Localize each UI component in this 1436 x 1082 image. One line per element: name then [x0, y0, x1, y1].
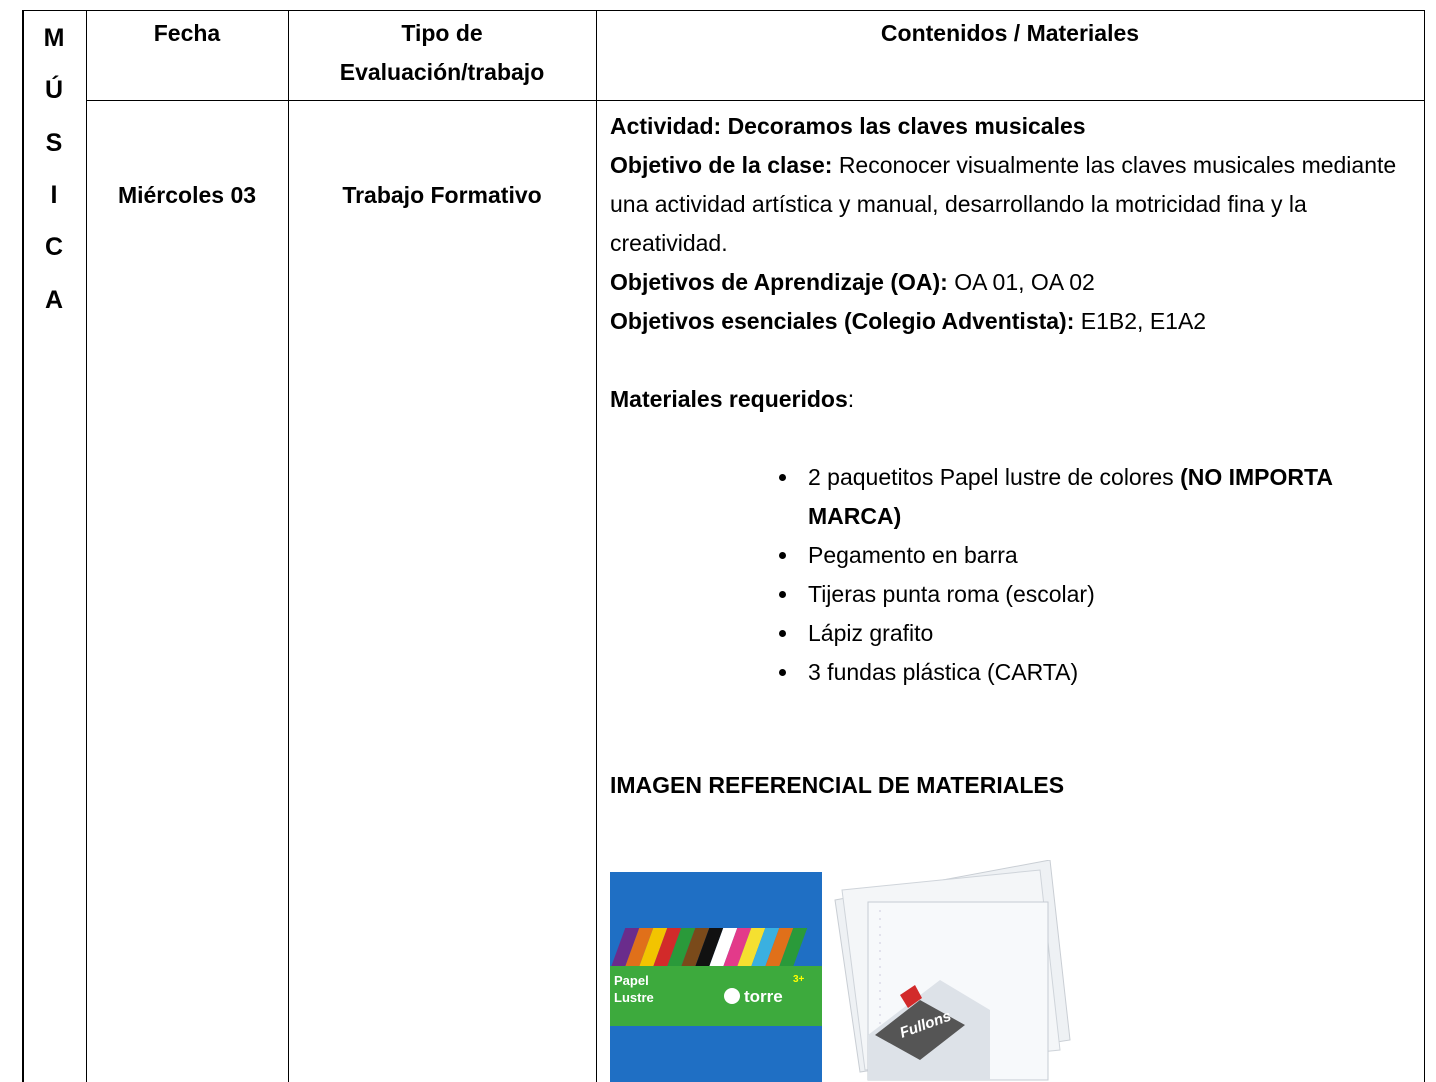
note: (NO IMPORTA MARCA)	[808, 464, 1333, 529]
label: Objetivos esenciales (Colegio Adventista…	[610, 308, 1075, 334]
text: Tijeras punta roma (escolar)	[808, 581, 1095, 607]
header-cell: Contenidos / Materiales	[880, 20, 1140, 46]
label: Objetivo de la clase:	[610, 152, 833, 178]
material: Tijeras punta roma (escolar)	[800, 575, 1410, 614]
text: Pegamento en barra	[808, 542, 1018, 568]
materials-list: 2 paquetitos Papel lustre de colores (NO…	[610, 458, 1410, 692]
header-cell: Fecha	[153, 20, 221, 46]
header-line: Evaluación/trabajo	[339, 59, 545, 85]
label: torre	[744, 987, 783, 1006]
side-letter: I	[50, 181, 58, 209]
material: 2 paquetitos Papel lustre de colores (NO…	[800, 458, 1410, 536]
border	[22, 10, 24, 1082]
date-cell: Miércoles 03	[117, 182, 257, 208]
activity: Actividad: Decoramos las claves musicale…	[610, 113, 1086, 139]
material: Lápiz grafito	[800, 614, 1410, 653]
papel-lustre-image: Papel Lustre 3+ torre	[610, 872, 822, 1082]
fundas-image: Fullons	[834, 860, 1071, 1081]
label: Papel	[614, 973, 649, 988]
label: 3+	[793, 974, 805, 985]
header-cell: Tipo de Evaluación/trabajo	[288, 14, 596, 92]
text: OA 01, OA 02	[954, 269, 1095, 295]
border	[1424, 10, 1425, 1082]
side-letter: C	[44, 233, 64, 261]
label: Objetivos de Aprendizaje (OA):	[610, 269, 948, 295]
text: 2 paquetitos Papel lustre de colores	[808, 464, 1174, 490]
type-cell: Trabajo Formativo	[342, 182, 542, 208]
border	[86, 10, 87, 1082]
text: E1B2, E1A2	[1080, 308, 1207, 334]
content-cell: Actividad: Decoramos las claves musicale…	[610, 107, 1410, 805]
oa: Objetivos de Aprendizaje (OA): OA 01, OA…	[610, 263, 1410, 302]
border	[86, 100, 1425, 101]
material: 3 fundas plástica (CARTA)	[800, 653, 1410, 692]
side-letter: S	[45, 129, 63, 157]
side-letter: M	[43, 24, 65, 52]
text: 3 fundas plástica (CARTA)	[808, 659, 1079, 685]
border	[22, 10, 1425, 11]
objective: Objetivo de la clase: Reconocer visualme…	[610, 146, 1410, 263]
essential: Objetivos esenciales (Colegio Adventista…	[610, 302, 1410, 341]
border	[288, 10, 289, 1082]
materials-heading: Materiales requeridos:	[610, 380, 1410, 419]
text: Reconocer visualmente las claves musical…	[610, 152, 1397, 256]
label: Lustre	[614, 990, 654, 1005]
header-line: Tipo de	[401, 20, 483, 46]
text: Lápiz grafito	[808, 620, 934, 646]
label: Materiales requeridos	[610, 386, 848, 412]
side-letter: Ú	[44, 76, 64, 104]
border	[596, 10, 597, 1082]
material-images: Papel Lustre 3+ torre Fullons	[610, 860, 1071, 1082]
text: :	[847, 386, 855, 412]
side-letter: A	[44, 286, 64, 314]
material: Pegamento en barra	[800, 536, 1410, 575]
images-title: IMAGEN REFERENCIAL DE MATERIALES	[610, 772, 1065, 798]
